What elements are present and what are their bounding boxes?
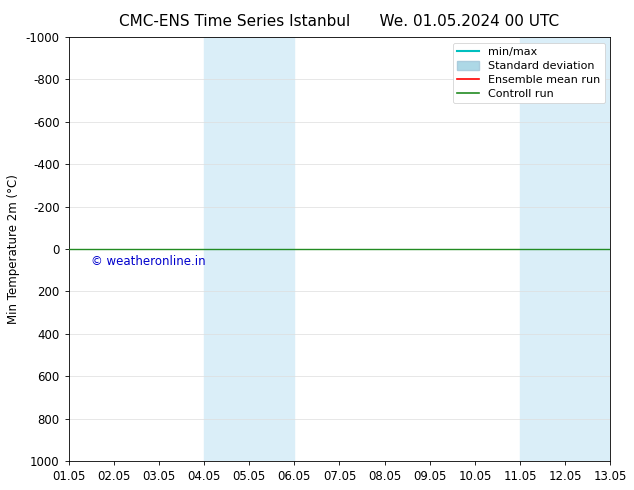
Text: © weatheronline.in: © weatheronline.in [91,255,205,269]
Bar [520,37,611,461]
Bar [204,37,294,461]
Y-axis label: Min Temperature 2m (°C): Min Temperature 2m (°C) [7,174,20,324]
Title: CMC-ENS Time Series Istanbul      We. 01.05.2024 00 UTC: CMC-ENS Time Series Istanbul We. 01.05.2… [119,14,560,29]
Legend: min/max, Standard deviation, Ensemble mean run, Controll run: min/max, Standard deviation, Ensemble me… [453,43,605,103]
